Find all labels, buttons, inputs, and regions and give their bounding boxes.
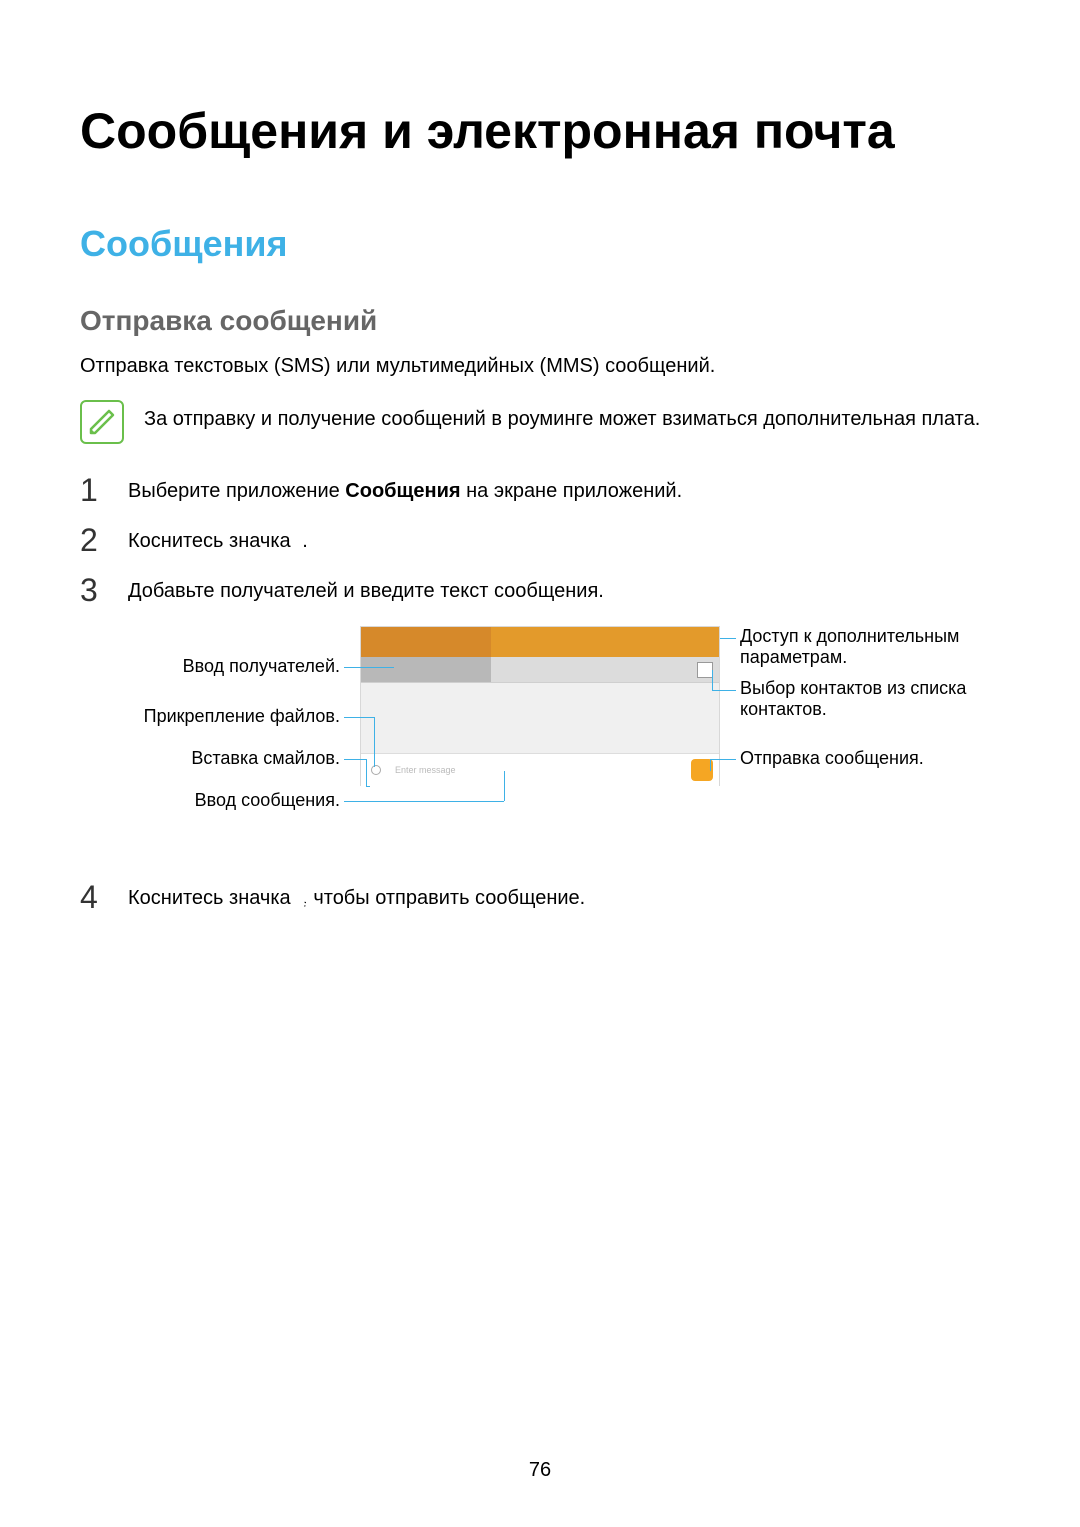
section-title: Сообщения	[80, 223, 1000, 265]
connector-line	[712, 670, 713, 690]
step-number: 3	[80, 574, 108, 606]
intro-paragraph: Отправка текстовых (SMS) или мультимедий…	[80, 355, 1000, 378]
subsection-title: Отправка сообщений	[80, 305, 1000, 337]
note-icon	[80, 400, 124, 444]
step-3: 3 Добавьте получателей и введите текст с…	[80, 574, 1000, 606]
step-text: Коснитесь значка , чтобы отправить сообщ…	[128, 881, 585, 910]
step-2-prefix: Коснитесь значка	[128, 530, 296, 552]
connector-line	[504, 771, 505, 801]
connector-line	[710, 759, 711, 771]
step-number: 2	[80, 524, 108, 556]
connector-line	[374, 717, 375, 767]
step-1-prefix: Выберите приложение	[128, 480, 345, 502]
callout-attach: Прикрепление файлов.	[80, 706, 340, 728]
connector-line	[366, 786, 370, 787]
screenshot-diagram: Ввод получателей. Прикрепление файлов. В…	[80, 626, 1000, 856]
page-number: 76	[0, 1459, 1080, 1482]
step-4-prefix: Коснитесь значка	[128, 887, 296, 909]
phone-mockup: Enter message	[360, 626, 720, 786]
step-text: Выберите приложение Сообщения на экране …	[128, 474, 682, 503]
callout-smiley: Вставка смайлов.	[80, 748, 340, 770]
step-4-suffix: , чтобы отправить сообщение.	[302, 887, 585, 909]
step-number: 1	[80, 474, 108, 506]
mock-recipient-field	[361, 657, 491, 682]
mock-header	[361, 627, 719, 657]
connector-line	[366, 759, 367, 786]
note-block: За отправку и получение сообщений в роум…	[80, 400, 1000, 444]
mock-recipient-row	[361, 657, 719, 683]
mock-body	[361, 683, 719, 753]
connector-line	[710, 759, 736, 760]
step-1-suffix: на экране приложений.	[461, 480, 683, 502]
callout-more-options: Доступ к дополнительным параметрам.	[740, 626, 990, 669]
mock-input-row: Enter message	[361, 753, 719, 787]
document-page: Сообщения и электронная почта Сообщения …	[0, 0, 1080, 971]
step-text: Добавьте получателей и введите текст соо…	[128, 574, 604, 603]
step-list: 1 Выберите приложение Сообщения на экран…	[80, 474, 1000, 606]
step-1-bold: Сообщения	[345, 480, 460, 502]
connector-line	[344, 759, 366, 760]
step-4: 4 Коснитесь значка , чтобы отправить соо…	[80, 881, 1000, 913]
connector-line	[344, 801, 504, 802]
callout-message: Ввод сообщения.	[80, 790, 340, 812]
step-number: 4	[80, 881, 108, 913]
step-1: 1 Выберите приложение Сообщения на экран…	[80, 474, 1000, 506]
main-title: Сообщения и электронная почта	[80, 100, 1000, 163]
connector-line	[344, 667, 394, 668]
connector-line	[720, 638, 736, 639]
step-2: 2 Коснитесь значка .	[80, 524, 1000, 556]
callout-recipients: Ввод получателей.	[80, 656, 340, 678]
step-text: Коснитесь значка .	[128, 524, 308, 553]
connector-line	[712, 690, 736, 691]
callout-send: Отправка сообщения.	[740, 748, 990, 770]
mock-contacts-button	[697, 662, 713, 678]
mock-input-placeholder: Enter message	[391, 765, 691, 775]
callout-contacts: Выбор контактов из списка контактов.	[740, 678, 990, 721]
connector-line	[344, 717, 374, 718]
note-text: За отправку и получение сообщений в роум…	[144, 400, 980, 431]
mock-header-left	[361, 627, 491, 657]
